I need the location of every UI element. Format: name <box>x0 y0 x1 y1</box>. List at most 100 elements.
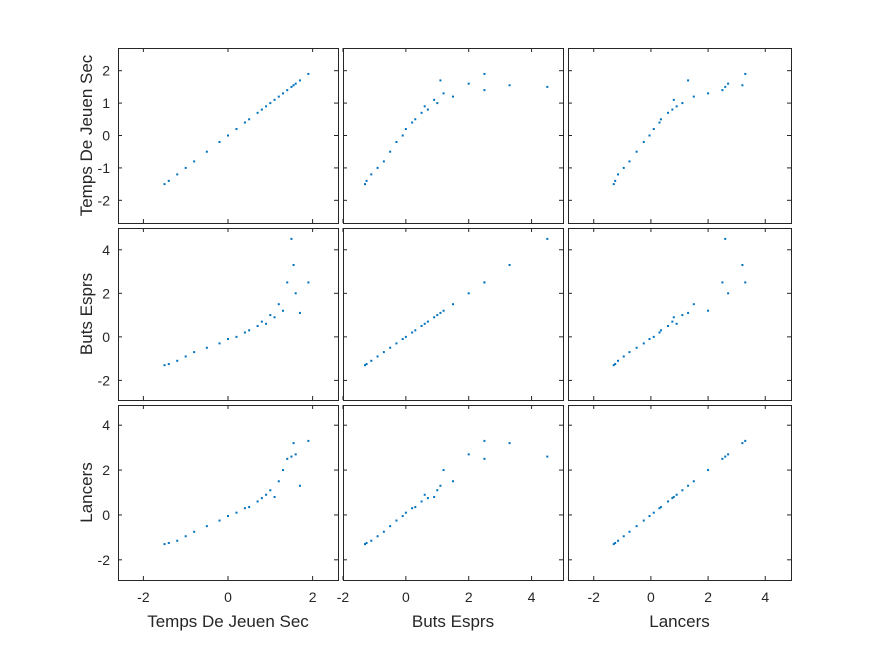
scatter-point <box>433 316 436 319</box>
scatter-point <box>265 322 268 325</box>
scatter-point <box>364 183 366 186</box>
scatter-points <box>612 72 747 186</box>
scatter-point <box>294 292 297 295</box>
scatter-point <box>376 166 379 169</box>
scatter-point <box>404 128 407 131</box>
scatter-point <box>414 118 417 121</box>
scatter-points <box>163 237 310 367</box>
scatter-point <box>184 166 187 169</box>
scatter-point <box>707 309 710 312</box>
scatter-point <box>426 320 429 323</box>
scatter-point <box>483 89 486 92</box>
x-tick-label: 0 <box>224 589 232 605</box>
scatter-point <box>243 507 246 510</box>
scatter-point <box>667 111 670 114</box>
scatter-point <box>370 539 373 542</box>
scatter-point <box>467 292 470 295</box>
panel-frame <box>343 405 564 581</box>
scatter-point <box>667 500 670 503</box>
x-tick-label: -2 <box>337 589 350 605</box>
scatter-point <box>292 442 295 445</box>
scatter-point <box>364 543 366 546</box>
x-tick-label: -2 <box>137 589 150 605</box>
scatter-point <box>439 79 442 82</box>
y-tick-label: 0 <box>102 507 110 523</box>
scatter-point <box>227 134 229 137</box>
scatter-point <box>672 495 675 498</box>
scatter-point <box>675 322 678 325</box>
scatter-point <box>727 82 730 85</box>
scatter-point <box>277 303 280 306</box>
axis-labels: Temps De Jeuen Sec Buts Esprs Lancers Temps… <box>77 54 710 631</box>
scatter-points <box>163 439 310 546</box>
scatter-point <box>436 102 439 105</box>
scatter-point <box>442 92 445 95</box>
scatter-point <box>205 525 208 528</box>
y-axis-label-buts-esprs: Buts Esprs <box>77 273 96 355</box>
scatter-point <box>395 342 398 345</box>
scatter-point <box>420 500 423 503</box>
scatter-point <box>635 525 638 528</box>
scatter-point <box>433 495 436 498</box>
scatter-point <box>508 264 511 267</box>
scatter-point <box>617 539 620 542</box>
scatter-point <box>452 95 454 98</box>
scatter-point <box>692 303 695 306</box>
panel-frame <box>118 228 339 401</box>
scatter-point <box>707 92 710 95</box>
scatter-point <box>741 442 744 445</box>
scatter-point <box>382 160 385 163</box>
panel-frame <box>118 405 339 581</box>
scatter-point <box>642 342 645 345</box>
scatter-point <box>294 82 297 85</box>
scatter-point <box>652 128 655 131</box>
y-tick-label: -1 <box>98 160 111 176</box>
scatter-point <box>436 489 439 492</box>
scatter-point <box>265 493 268 496</box>
scatter-point <box>423 105 426 108</box>
scatter-point <box>675 105 678 108</box>
scatter-point <box>235 511 238 514</box>
scatter-point <box>433 98 436 101</box>
y-tick-label: 4 <box>102 417 110 433</box>
scatter-point <box>681 489 684 492</box>
scatter-point <box>414 506 417 509</box>
scatter-point <box>218 342 221 345</box>
scatter-point <box>389 346 392 349</box>
scatter-point <box>269 489 272 492</box>
y-tick-label: 2 <box>102 63 110 79</box>
scatter-point <box>617 359 620 362</box>
y-axis-label-temps-de-jeuen-sec: Temps De Jeuen Sec <box>77 54 96 216</box>
scatter-point <box>467 453 470 456</box>
panel-temps-de-jeuen-sec-vs-temps-de-jeuen-sec: -2 -1 0 1 2 <box>98 48 339 224</box>
scatter-point <box>307 439 310 442</box>
scatter-point <box>401 134 404 137</box>
x-tick-label: 0 <box>647 589 655 605</box>
scatter-point <box>395 140 398 143</box>
scatter-matrix-panels: -2 -1 0 1 2 -2 0 2 4 -2 0 2 4 -2 0 2 -2 0 2 4 -2 0 2 4 <box>98 48 792 605</box>
scatter-point <box>176 539 179 542</box>
scatter-point <box>612 183 615 186</box>
y-axis-label-lancers: Lancers <box>77 462 96 522</box>
scatter-point <box>635 346 638 349</box>
scatter-point <box>721 281 724 284</box>
scatter-point <box>546 85 549 88</box>
x-tick-label: 2 <box>465 589 473 605</box>
scatter-point <box>235 335 238 338</box>
scatter-point <box>744 281 747 284</box>
scatter-point <box>614 541 617 544</box>
scatter-point <box>426 108 429 111</box>
scatter-point <box>193 160 196 163</box>
panel-temps-de-jeuen-sec-vs-lancers <box>568 48 792 224</box>
scatter-point <box>483 457 486 460</box>
scatter-point <box>163 364 166 367</box>
scatter-point <box>442 469 445 472</box>
scatter-point <box>622 535 625 538</box>
scatter-point <box>260 497 263 500</box>
scatter-point <box>218 140 221 143</box>
scatter-point <box>452 303 454 306</box>
scatter-point <box>658 121 661 124</box>
scatter-point <box>681 314 684 317</box>
scatter-point <box>227 338 229 341</box>
scatter-point <box>642 519 645 522</box>
